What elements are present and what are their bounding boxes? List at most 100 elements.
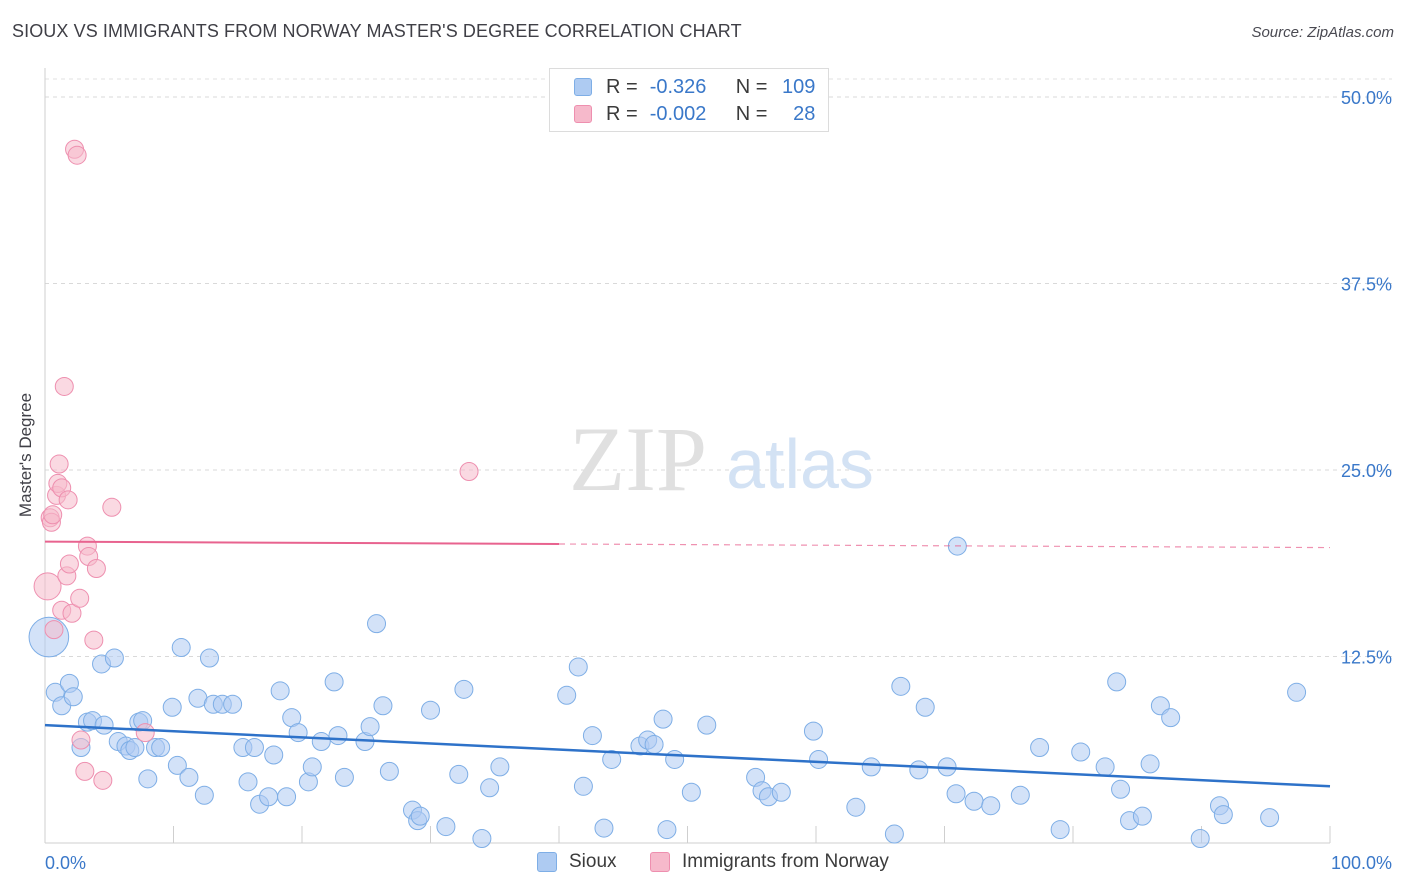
norway-point: [49, 454, 69, 474]
y-tick-label: 37.5%: [1341, 275, 1392, 295]
sioux-point: [657, 820, 677, 840]
legend-row-norway: R = -0.002 N = 28: [574, 102, 815, 126]
n-label: N =: [735, 75, 768, 98]
y-tick-label: 25.0%: [1341, 461, 1392, 481]
norway-point: [86, 558, 106, 578]
y-tick-label: 12.5%: [1341, 648, 1392, 668]
norway-point: [75, 761, 95, 781]
sioux-point: [454, 679, 474, 699]
r-value: -0.002: [649, 102, 707, 125]
watermark-atlas: atlas: [726, 425, 874, 503]
sioux-point: [125, 738, 145, 758]
sioux-point: [264, 745, 284, 765]
sioux-point: [681, 782, 701, 802]
data-points: [28, 139, 1307, 849]
sioux-point: [151, 738, 171, 758]
norway-point: [44, 620, 64, 640]
sioux-point: [653, 709, 673, 729]
sioux-point: [238, 772, 258, 792]
sioux-point: [302, 757, 322, 777]
norway-point: [43, 505, 63, 525]
norway-swatch: [574, 105, 592, 123]
sioux-point: [373, 696, 393, 716]
sioux-point: [328, 726, 348, 746]
sioux-point: [360, 717, 380, 737]
sioux-point: [1140, 754, 1160, 774]
sioux-point: [1050, 820, 1070, 840]
norway-point: [93, 770, 113, 790]
sioux-point: [568, 657, 588, 677]
sioux-point: [244, 738, 264, 758]
norway-point: [33, 572, 62, 601]
sioux-point: [449, 764, 469, 784]
norway-point: [59, 554, 79, 574]
sioux-point: [861, 757, 881, 777]
sioux-point: [665, 749, 685, 769]
correlation-legend: R = -0.326 N = 109 R = -0.002 N = 28: [549, 68, 829, 132]
sioux-point: [334, 767, 354, 787]
sioux-point: [803, 721, 823, 741]
sioux-point: [946, 784, 966, 804]
sioux-point: [1030, 738, 1050, 758]
norway-trend-line: [44, 540, 560, 546]
sioux-point: [379, 761, 399, 781]
watermark: ZIP atlas: [569, 408, 874, 510]
sioux-point: [223, 694, 243, 714]
sioux-point: [63, 687, 83, 707]
source-attribution: Source: ZipAtlas.com: [1251, 24, 1394, 41]
sioux-point: [171, 638, 191, 658]
sioux-point: [421, 700, 440, 720]
sioux-point: [602, 749, 622, 769]
sioux-point: [1095, 757, 1115, 777]
sioux-point: [981, 796, 1001, 816]
sioux-point: [582, 726, 602, 746]
legend-item-norway: Immigrants from Norway: [650, 851, 889, 873]
tick-labels: 12.5% 25.0% 37.5% 50.0% 0.0% 100.0%: [45, 88, 1392, 873]
norway-point: [102, 497, 122, 517]
legend-row-sioux: R = -0.326 N = 109: [574, 75, 815, 99]
x-tick-label: 100.0%: [1331, 853, 1392, 873]
r-label: R =: [606, 75, 638, 98]
n-label: N =: [735, 102, 768, 125]
sioux-point: [324, 672, 344, 692]
sioux-point: [199, 648, 219, 668]
trend-lines: [44, 540, 1331, 788]
sioux-point: [179, 767, 199, 787]
legend-item-sioux: Sioux: [537, 851, 617, 873]
sioux-point: [277, 787, 297, 807]
r-value: -0.326: [649, 75, 707, 98]
sioux-point: [1260, 808, 1280, 828]
sioux-point: [472, 829, 492, 849]
sioux-point: [891, 676, 911, 696]
sioux-point: [162, 697, 182, 717]
sioux-point: [573, 776, 593, 796]
norway-point: [71, 730, 91, 750]
sioux-point: [697, 715, 717, 735]
norway-point: [54, 376, 74, 396]
norway-swatch: [650, 852, 670, 872]
norway-point: [84, 630, 104, 650]
sioux-point: [809, 749, 829, 769]
sioux-point: [1161, 708, 1181, 728]
sioux-point: [1071, 742, 1091, 762]
x-tick-label: 0.0%: [45, 853, 86, 873]
sioux-point: [1287, 682, 1307, 702]
sioux-point: [771, 782, 791, 802]
sioux-point: [480, 778, 500, 798]
sioux-point: [1190, 829, 1210, 849]
norway-trend-line-dashed: [558, 543, 1331, 549]
r-label: R =: [606, 102, 638, 125]
sioux-point: [1213, 805, 1233, 825]
sioux-point: [964, 791, 984, 811]
sioux-point: [94, 715, 114, 735]
legend-label-sioux: Sioux: [569, 851, 617, 872]
sioux-point: [1107, 672, 1127, 692]
sioux-point: [311, 732, 331, 752]
sioux-point: [594, 818, 614, 838]
sioux-point: [167, 755, 187, 775]
sioux-point: [288, 723, 308, 743]
sioux-point: [367, 614, 387, 634]
sioux-point: [410, 806, 430, 826]
sioux-point: [1111, 779, 1131, 799]
